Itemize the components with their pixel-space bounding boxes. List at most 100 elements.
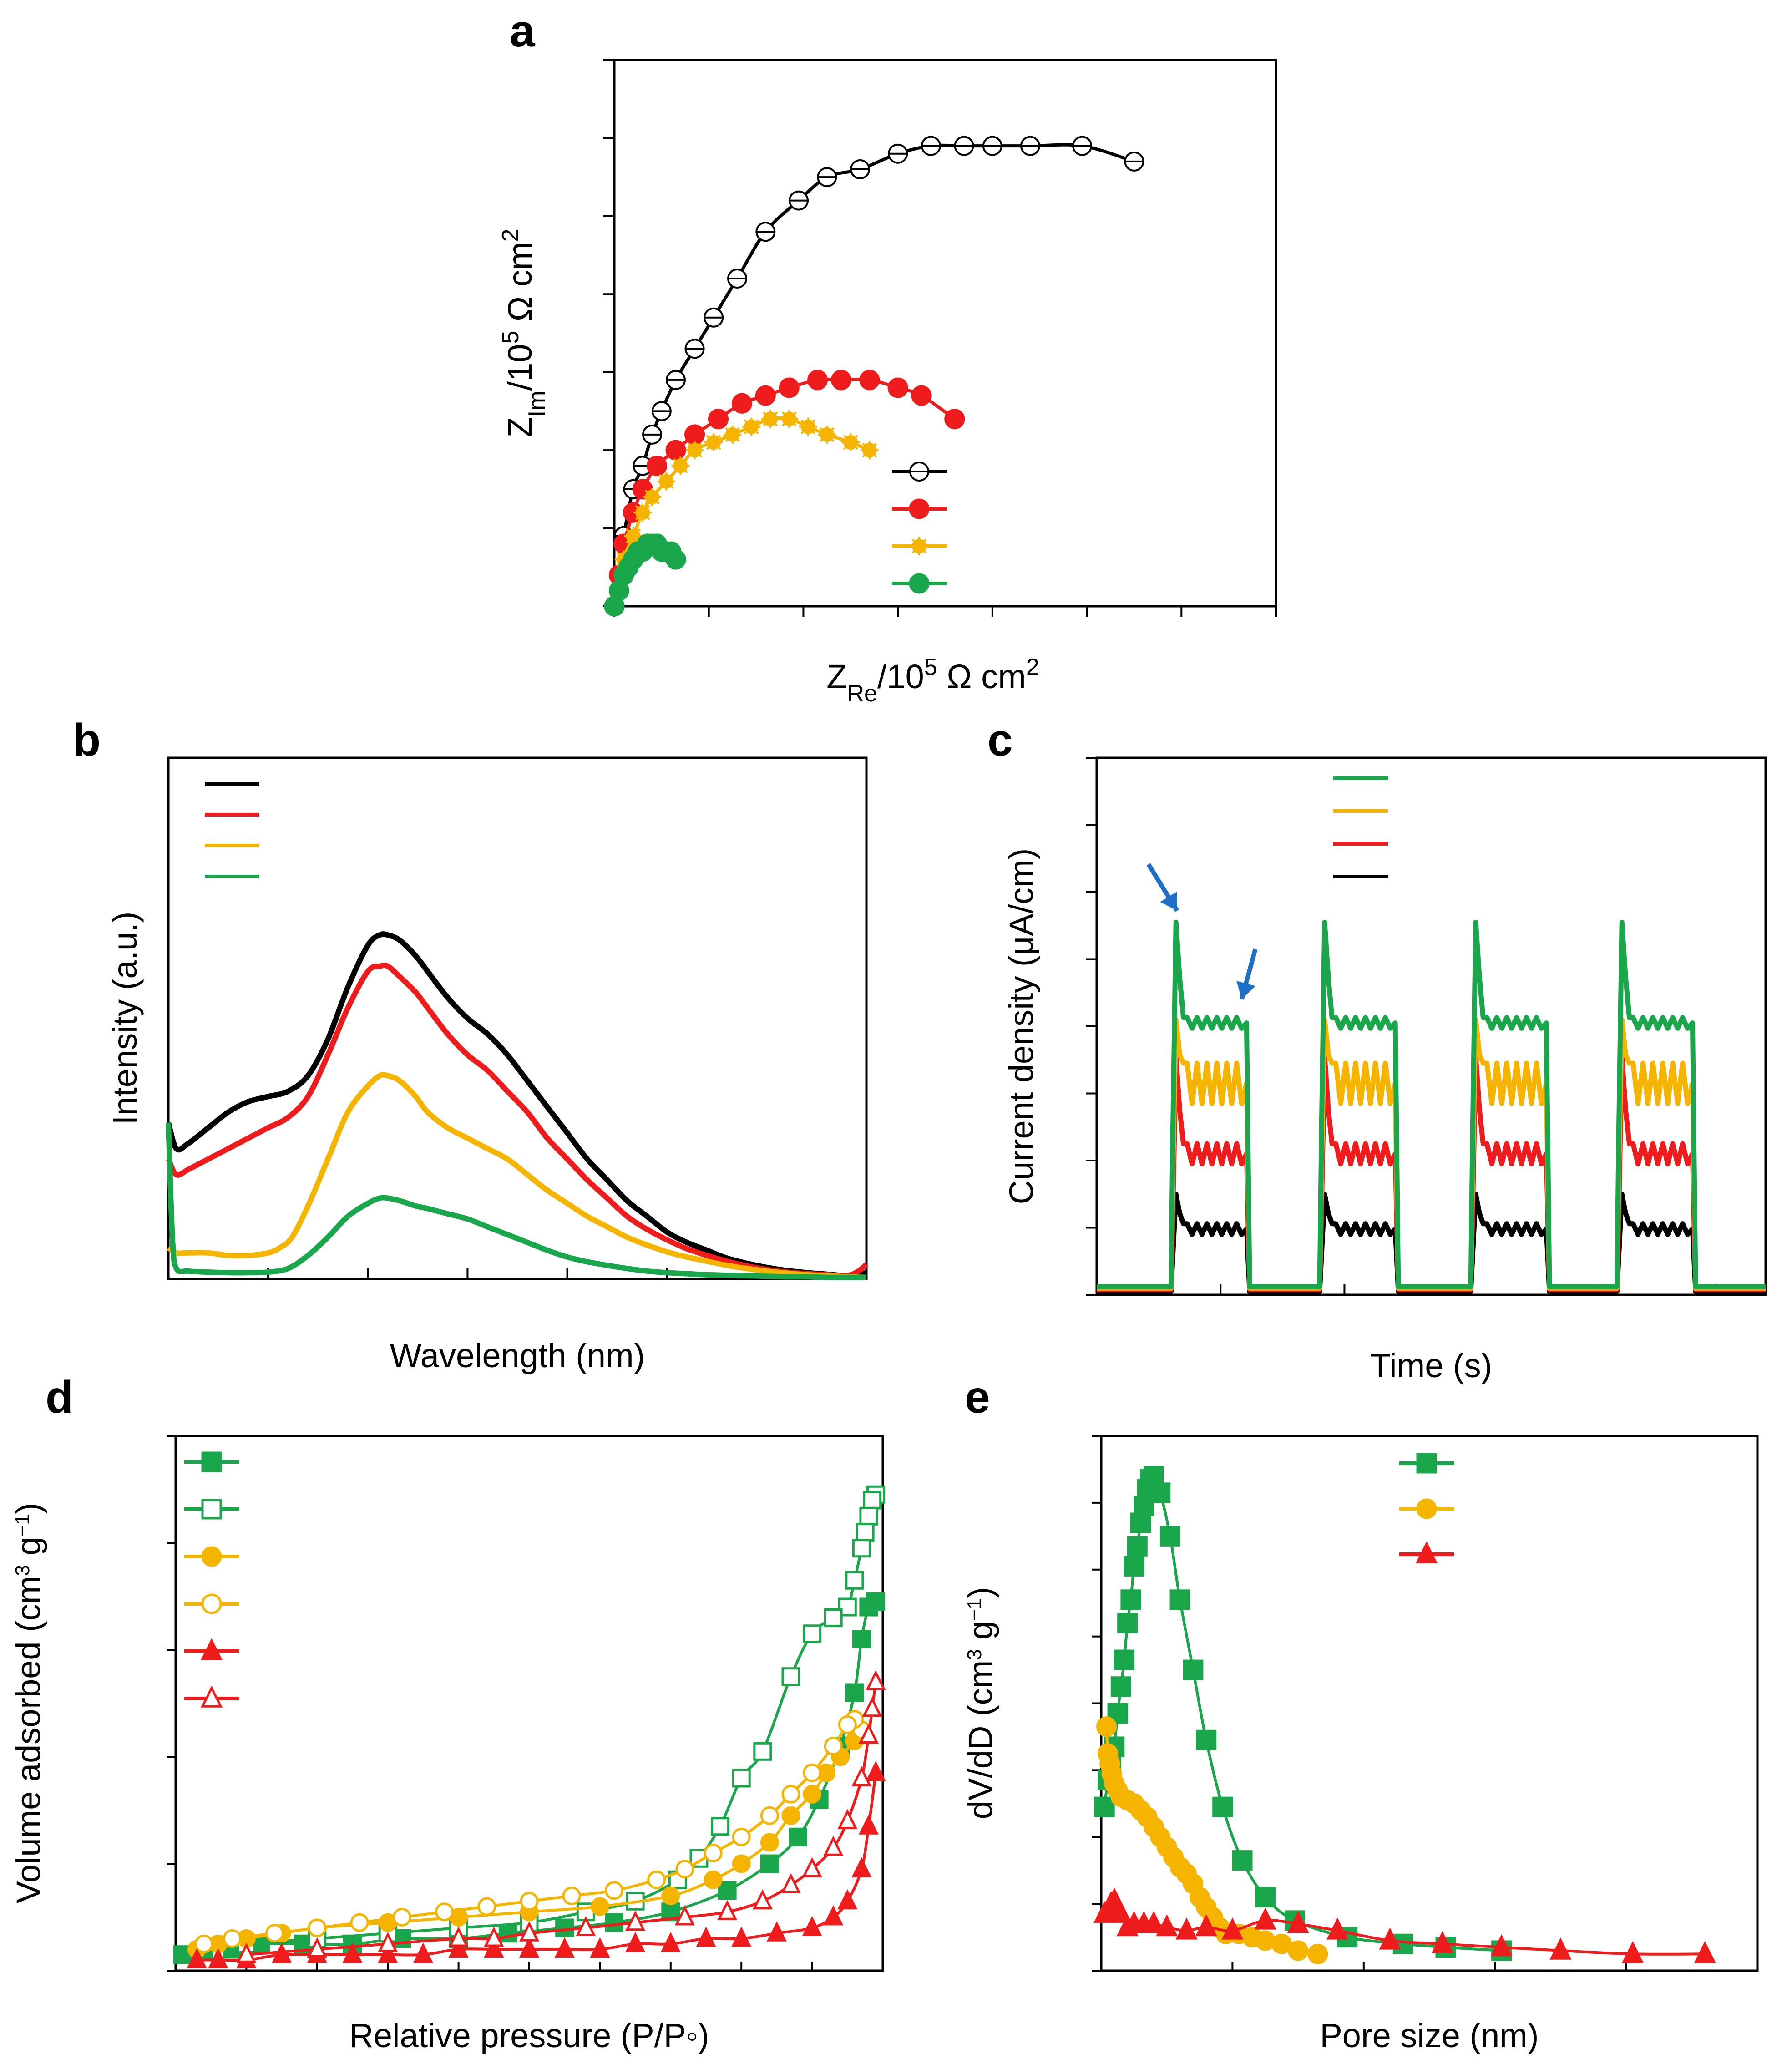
data-point <box>1621 1941 1644 1963</box>
legend-swatch-marker <box>201 1451 222 1472</box>
data-point <box>856 1523 875 1542</box>
data-point <box>1114 1649 1134 1670</box>
x-axis-label-a-unit-exp: 2 <box>1026 654 1039 680</box>
data-point <box>802 1916 822 1937</box>
data-point <box>760 1854 779 1873</box>
legend-entry <box>184 1638 239 1660</box>
x-axis-label-d: Relative pressure (P/P◦) <box>349 2017 709 2054</box>
data-point <box>781 1785 800 1804</box>
data-point-spoke-3 <box>819 427 835 442</box>
annotations-c <box>1146 863 1258 1000</box>
y-axis-label-e-mid: g <box>962 1621 999 1649</box>
y-ticks-d <box>167 1435 176 1972</box>
y-axis-label-a: ZIm/105 Ω cm2 <box>497 229 550 438</box>
data-point <box>604 1881 623 1900</box>
data-point <box>780 410 799 428</box>
data-point <box>647 1870 666 1889</box>
data-point <box>173 1945 192 1964</box>
data-point <box>1130 1512 1151 1533</box>
legend-a <box>892 462 947 594</box>
panel-label-e: e <box>965 1372 990 1423</box>
data-point <box>562 1887 581 1905</box>
y-axis-label-a-rest: /10 <box>501 344 539 391</box>
y-axis-label-d-exp2: −1 <box>11 1514 34 1537</box>
data-point <box>727 269 748 289</box>
data-point <box>704 433 723 451</box>
data-point <box>1221 1917 1244 1940</box>
data-point <box>851 1766 872 1787</box>
data-point <box>718 1881 737 1900</box>
data-point <box>448 1937 469 1958</box>
data-point <box>781 1667 800 1686</box>
data-point <box>887 377 908 398</box>
arrow-head <box>1236 981 1256 999</box>
data-point-spoke-3 <box>635 505 650 520</box>
data-point <box>807 370 828 390</box>
data-point <box>378 1932 398 1952</box>
legend-swatch-marker <box>201 1499 222 1520</box>
data-point <box>982 136 1002 156</box>
y-axis-label-e: dV/dD (cm3 g−1) <box>962 1587 999 1820</box>
data-point <box>307 1937 327 1958</box>
data-point-spoke-3 <box>706 435 721 450</box>
x-axis-label-a-exp: 5 <box>924 654 937 680</box>
data-point <box>760 1833 779 1852</box>
data-point <box>642 424 663 445</box>
data-point <box>646 455 667 476</box>
y-axis-label-a-unit: Ω cm <box>501 242 539 331</box>
data-point <box>841 433 860 451</box>
y-ticks-a <box>603 59 614 607</box>
data-point <box>1127 1536 1148 1557</box>
data-point <box>837 1889 858 1910</box>
data-point <box>236 1942 257 1963</box>
legend-entry <box>184 1499 239 1520</box>
data-point <box>944 409 965 430</box>
y-ticks-c <box>1086 757 1097 1296</box>
annotation-arrow <box>1236 948 1258 1000</box>
data-point <box>624 527 643 545</box>
data-point <box>1307 1943 1328 1964</box>
legend-entry <box>184 1593 239 1614</box>
data-point <box>845 1683 864 1702</box>
data-point <box>1124 1556 1144 1577</box>
data-point <box>1254 1907 1276 1930</box>
series-group-c <box>1097 919 1766 1294</box>
data-point <box>661 1887 680 1905</box>
data-point <box>1159 1526 1180 1547</box>
x-axis-label-a-rest: /10 <box>877 658 924 695</box>
legend-swatch-marker <box>201 1593 222 1614</box>
data-point <box>1156 1914 1178 1937</box>
panel-b: b Wavelength (nm) Intensity (a.u.) <box>73 715 869 1374</box>
data-point <box>1020 136 1040 156</box>
data-point-spoke-3 <box>800 419 816 435</box>
data-point <box>779 377 800 398</box>
data-point <box>378 1942 398 1963</box>
data-point-spoke-3 <box>725 427 740 442</box>
data-point <box>350 1913 369 1932</box>
data-point <box>684 424 705 445</box>
legend-swatch-marker <box>200 1685 223 1708</box>
legend-b <box>205 782 259 878</box>
data-point <box>858 1723 879 1744</box>
series-group-b <box>166 931 869 1280</box>
data-point <box>862 1696 882 1717</box>
legend-swatch-marker <box>910 537 928 555</box>
data-point <box>675 1860 694 1879</box>
legend-entry <box>892 498 947 519</box>
data-point <box>342 1942 363 1963</box>
data-point <box>625 1932 646 1952</box>
legend-swatch-marker <box>1416 1453 1437 1474</box>
y-axis-label-a-sub: Im <box>524 390 550 417</box>
data-point <box>1117 1613 1138 1633</box>
data-point <box>520 1892 539 1911</box>
data-point <box>696 1927 716 1947</box>
data-point <box>555 1918 574 1937</box>
panel-a: a ZRe/105 Ω cm2 ZIm/105 Ω cm2 <box>497 5 1277 707</box>
data-point <box>755 222 776 242</box>
data-point <box>732 1827 751 1846</box>
data-point <box>859 370 880 390</box>
data-point <box>1326 1917 1349 1940</box>
data-point <box>1196 1729 1217 1750</box>
legend-swatch-marker-spoke-3 <box>911 538 927 554</box>
data-point <box>761 410 780 428</box>
